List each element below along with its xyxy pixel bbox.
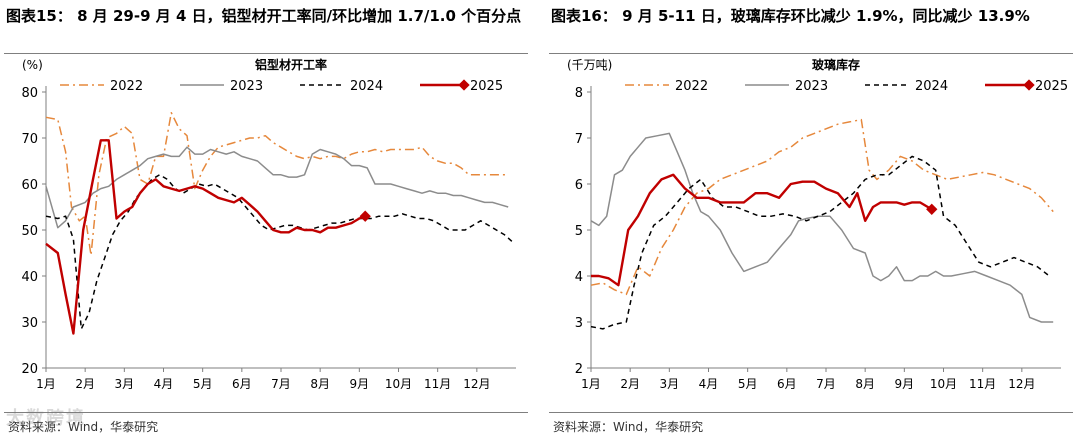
x-tick-label: 8月 bbox=[310, 377, 330, 391]
legend-label-2023: 2023 bbox=[230, 79, 263, 94]
figure-title: 图表15： 8 月 29-9 月 4 日，铝型材开工率同/环比增加 1.7/1.… bbox=[6, 7, 522, 25]
legend-label-2025: 2025 bbox=[1035, 79, 1068, 94]
series-line-2024 bbox=[45, 174, 513, 330]
x-tick-label: 6月 bbox=[777, 377, 797, 391]
chart-panel-glass: 图表16： 9 月 5-11 日，玻璃库存环比减少 1.9%，同比减少 13.9… bbox=[545, 0, 1075, 442]
x-tick-label: 7月 bbox=[816, 377, 836, 391]
series-line-2024 bbox=[590, 155, 1050, 330]
y-tick-label: 7 bbox=[575, 132, 583, 147]
x-tick-label: 5月 bbox=[193, 377, 213, 391]
series-line-2025 bbox=[45, 139, 366, 335]
legend-label-2022: 2022 bbox=[110, 79, 143, 94]
y-tick-label: 80 bbox=[21, 86, 38, 101]
x-tick-label: 12月 bbox=[463, 377, 490, 391]
series-end-marker-2025 bbox=[926, 203, 938, 215]
y-tick-label: 6 bbox=[575, 178, 583, 193]
y-tick-label: 40 bbox=[21, 270, 38, 285]
line-chart-glass: (千万吨) 玻璃库存 2 3 4 5 6 7 8 1月 2月 3月 4月 5月 6月 7月 8月 9月 10月 11月… bbox=[567, 57, 1068, 391]
x-tick-label: 2月 bbox=[75, 377, 95, 391]
x-tick-label: 11月 bbox=[969, 377, 996, 391]
footer-divider bbox=[549, 412, 1073, 413]
x-tick-label: 1月 bbox=[36, 377, 56, 391]
chart-title: 玻璃库存 bbox=[812, 57, 860, 72]
legend-label-2025: 2025 bbox=[470, 79, 503, 94]
series-line-2023 bbox=[45, 146, 509, 229]
y-tick-label: 3 bbox=[575, 316, 583, 331]
y-tick-label: 20 bbox=[21, 362, 38, 377]
x-tick-label: 7月 bbox=[271, 377, 291, 391]
chart-panel-aluminum: 图表15： 8 月 29-9 月 4 日，铝型材开工率同/环比增加 1.7/1.… bbox=[0, 0, 530, 442]
y-tick-label: 5 bbox=[575, 224, 583, 239]
series-line-2025 bbox=[591, 173, 933, 287]
x-tick-label: 8月 bbox=[855, 377, 875, 391]
x-tick-label: 4月 bbox=[699, 377, 719, 391]
x-tick-label: 2月 bbox=[620, 377, 640, 391]
x-tick-label: 4月 bbox=[154, 377, 174, 391]
x-tick-label: 12月 bbox=[1008, 377, 1035, 391]
unit-label: (千万吨) bbox=[567, 58, 612, 72]
x-tick-label: 9月 bbox=[895, 377, 915, 391]
unit-label: (%) bbox=[22, 58, 43, 72]
y-tick-label: 30 bbox=[21, 316, 38, 331]
series-line-2022 bbox=[45, 111, 509, 257]
x-tick-label: 10月 bbox=[930, 377, 957, 391]
legend-marker-2025 bbox=[1023, 79, 1035, 91]
x-tick-label: 6月 bbox=[232, 377, 252, 391]
watermark: 大数跨境 bbox=[6, 408, 86, 429]
x-tick-label: 9月 bbox=[350, 377, 370, 391]
legend-label-2024: 2024 bbox=[350, 79, 383, 94]
y-tick-label: 4 bbox=[575, 270, 583, 285]
source-note: 资料来源：Wind，华泰研究 bbox=[8, 420, 159, 434]
x-tick-label: 10月 bbox=[385, 377, 412, 391]
line-chart-aluminum: (%) 铝型材开工率 20 30 40 50 60 70 80 1月 2月 3月 4月 5月 6月 7月 8月 9… bbox=[21, 57, 516, 391]
source-note: 资料来源：Wind，华泰研究 bbox=[553, 420, 704, 434]
series-line-2023 bbox=[590, 132, 1054, 323]
legend-label-2024: 2024 bbox=[915, 79, 948, 94]
chart-title: 铝型材开工率 bbox=[255, 57, 327, 72]
y-tick-label: 60 bbox=[21, 178, 38, 193]
legend-label-2022: 2022 bbox=[675, 79, 708, 94]
y-tick-label: 2 bbox=[575, 362, 583, 377]
figure-title: 图表16： 9 月 5-11 日，玻璃库存环比减少 1.9%，同比减少 13.9… bbox=[551, 7, 1030, 25]
title-divider bbox=[549, 53, 1073, 54]
x-tick-label: 3月 bbox=[660, 377, 680, 391]
footer-divider bbox=[4, 412, 528, 413]
x-tick-label: 11月 bbox=[424, 377, 451, 391]
y-tick-label: 50 bbox=[21, 224, 38, 239]
title-divider bbox=[4, 53, 528, 54]
legend-label-2023: 2023 bbox=[795, 79, 828, 94]
series-line-2022 bbox=[590, 118, 1054, 296]
y-tick-label: 8 bbox=[575, 86, 583, 101]
x-tick-label: 1月 bbox=[581, 377, 601, 391]
x-tick-label: 5月 bbox=[738, 377, 758, 391]
x-tick-label: 3月 bbox=[115, 377, 135, 391]
legend-marker-2025 bbox=[458, 79, 470, 91]
y-tick-label: 70 bbox=[21, 132, 38, 147]
series-end-marker-2025 bbox=[359, 210, 371, 222]
